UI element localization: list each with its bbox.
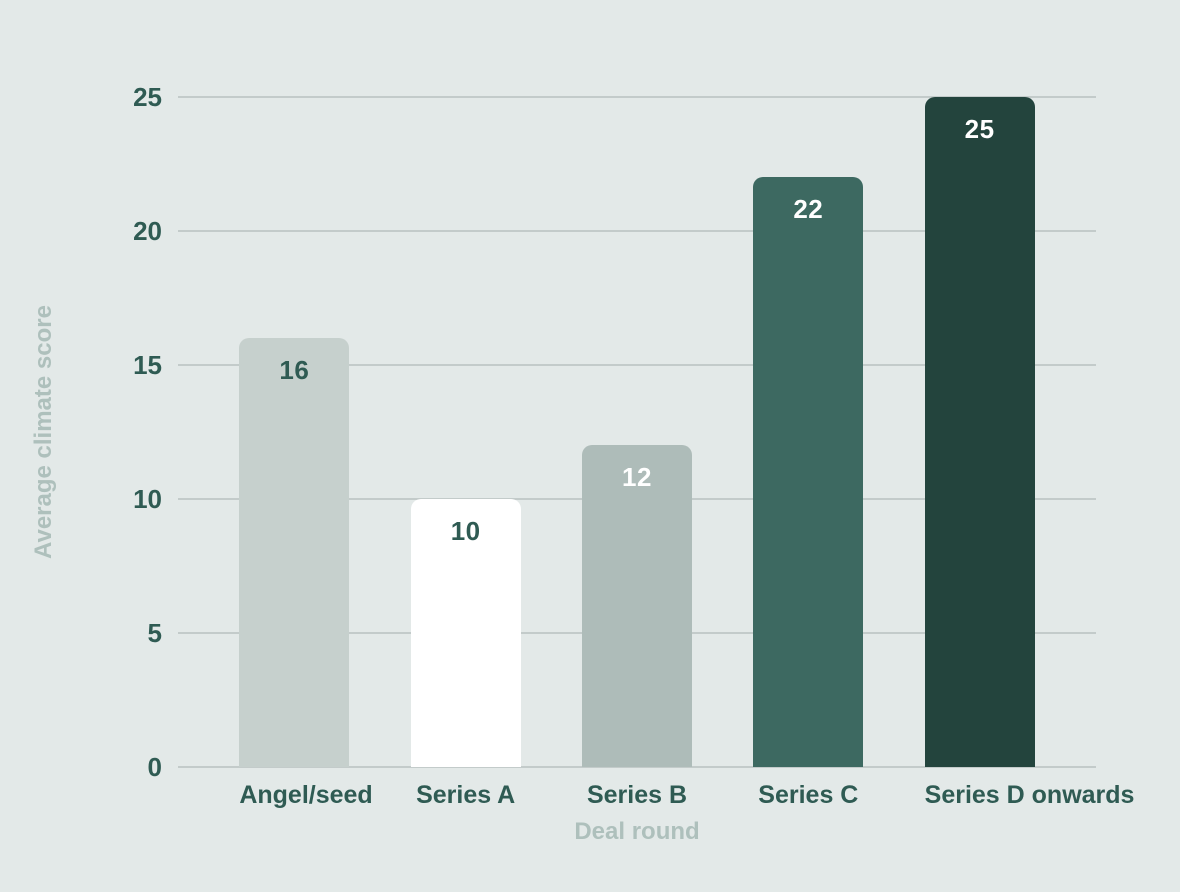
y-tick-label-10: 10 xyxy=(133,484,162,514)
x-category-label-series-c: Series C xyxy=(758,781,859,809)
x-category-label-series-b: Series B xyxy=(586,781,688,809)
x-category-labels: Angel/seed Series A Series B Series C Series… xyxy=(178,781,1135,810)
gridline-0 xyxy=(178,766,1096,768)
plot-area: 0 5 10 15 20 25 16 10 12 22 25 xyxy=(133,82,1096,782)
y-axis-title: Average climate score xyxy=(30,305,57,559)
bar-series-b: 12 xyxy=(581,445,692,767)
y-tick-label-15: 15 xyxy=(133,350,162,380)
gridline-25 xyxy=(178,96,1096,98)
x-axis-title: Deal round xyxy=(574,818,700,845)
bar-series-d-onwards: 25 xyxy=(924,97,1035,767)
x-category-label-angel-seed: Angel/seed xyxy=(239,781,373,809)
bar-series-c: 22 xyxy=(753,177,864,767)
y-tick-label-5: 5 xyxy=(147,618,162,648)
y-tick-label-0: 0 xyxy=(147,752,162,782)
gridline-15 xyxy=(178,364,1096,366)
bar-value-angel-seed: 16 xyxy=(279,355,310,386)
y-tick-label-20: 20 xyxy=(133,216,162,246)
bar-value-series-d-onwards: 25 xyxy=(964,114,995,144)
bar-angel-seed: 16 xyxy=(239,338,350,767)
y-tick-label-25: 25 xyxy=(133,82,162,112)
gridline-20 xyxy=(178,230,1096,232)
bar-value-series-c: 22 xyxy=(793,194,824,225)
x-category-label-series-d-onwards: Series D onwards xyxy=(924,781,1135,809)
bars-row: 16 10 12 22 25 xyxy=(178,97,1096,767)
x-category-label-series-a: Series A xyxy=(416,781,516,809)
bar-value-series-b: 12 xyxy=(622,462,652,493)
bar-series-a: 10 xyxy=(410,499,521,767)
bar-value-series-a: 10 xyxy=(450,516,481,546)
